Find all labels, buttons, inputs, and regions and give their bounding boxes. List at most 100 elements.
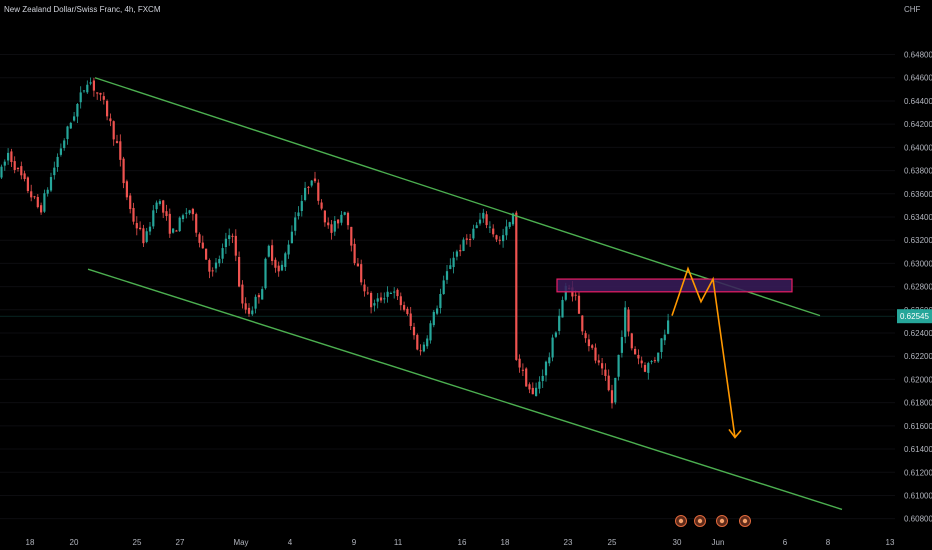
y-tick-label: 0.63800 xyxy=(904,167,932,176)
candle xyxy=(106,99,109,121)
candle xyxy=(333,216,336,236)
candle xyxy=(168,208,171,238)
candle xyxy=(386,286,389,303)
candle xyxy=(535,382,538,397)
candle xyxy=(366,286,369,296)
candle xyxy=(109,113,112,127)
candle xyxy=(337,219,340,229)
candle xyxy=(643,362,647,373)
candle xyxy=(399,292,402,311)
candle xyxy=(637,349,640,365)
x-tick-label: 23 xyxy=(564,538,573,547)
candle xyxy=(627,306,630,337)
candle xyxy=(132,202,135,225)
candle xyxy=(198,232,201,248)
candle xyxy=(610,384,614,409)
chart-title: New Zealand Dollar/Swiss Franc, 4h, FXCM xyxy=(4,5,161,14)
candle xyxy=(40,202,43,215)
candle xyxy=(79,86,82,109)
candle xyxy=(66,125,69,145)
candle xyxy=(472,224,475,240)
candle xyxy=(86,80,89,94)
candle xyxy=(82,90,86,93)
candle xyxy=(155,200,158,213)
candle xyxy=(280,260,284,272)
candle xyxy=(251,306,254,316)
candle xyxy=(604,363,607,381)
candle xyxy=(531,382,534,395)
candle xyxy=(46,187,49,197)
candle xyxy=(102,92,105,105)
candle xyxy=(406,306,409,316)
candle xyxy=(607,369,610,392)
candle xyxy=(624,301,627,344)
candle xyxy=(620,330,623,358)
candle xyxy=(554,331,557,339)
event-flag-icon[interactable] xyxy=(694,515,706,527)
projection-path[interactable] xyxy=(671,266,736,438)
candle xyxy=(469,234,472,247)
candle xyxy=(208,258,211,279)
candle xyxy=(498,236,501,245)
candle xyxy=(353,238,356,266)
candle xyxy=(429,320,432,344)
candle xyxy=(478,212,482,226)
candle xyxy=(26,176,29,194)
candle xyxy=(264,257,267,290)
x-tick-label: 6 xyxy=(783,538,788,547)
candle xyxy=(396,288,399,301)
candle xyxy=(201,235,204,249)
candle xyxy=(320,199,323,211)
resistance-zone[interactable] xyxy=(556,278,793,293)
event-flag-icon[interactable] xyxy=(716,515,728,527)
candle xyxy=(53,161,56,180)
candle xyxy=(3,159,6,171)
event-flag-icon[interactable] xyxy=(675,515,687,527)
candle xyxy=(528,382,531,394)
candle xyxy=(129,193,132,214)
candle xyxy=(271,239,274,266)
candle xyxy=(360,259,363,286)
candle xyxy=(370,291,373,314)
candle xyxy=(667,313,670,335)
channel-upper-line[interactable] xyxy=(94,77,821,317)
candle xyxy=(601,358,604,375)
x-tick-label: 16 xyxy=(458,538,467,547)
candle xyxy=(300,195,303,217)
candle xyxy=(558,308,561,335)
candle xyxy=(323,210,326,227)
candle xyxy=(214,257,218,273)
candle xyxy=(330,220,333,240)
candle xyxy=(59,143,62,157)
candle xyxy=(181,213,185,223)
y-tick-label: 0.61800 xyxy=(904,399,932,408)
candle xyxy=(73,111,76,122)
y-tick-label: 0.64200 xyxy=(904,120,932,129)
candle xyxy=(313,171,317,184)
candle xyxy=(247,303,251,317)
candle xyxy=(525,367,528,387)
y-tick-label: 0.64600 xyxy=(904,74,932,83)
candle xyxy=(165,204,168,221)
x-tick-label: 27 xyxy=(176,538,185,547)
candle xyxy=(363,279,366,297)
candle xyxy=(587,334,590,352)
candle xyxy=(317,179,320,205)
candle xyxy=(36,194,39,209)
candle xyxy=(92,77,95,97)
candle xyxy=(231,233,234,244)
candle xyxy=(188,209,191,215)
candle xyxy=(112,120,115,146)
candle xyxy=(577,292,581,314)
event-flag-icon[interactable] xyxy=(739,515,751,527)
candle xyxy=(119,134,122,167)
candle xyxy=(115,134,119,144)
x-tick-label: 13 xyxy=(886,538,895,547)
y-tick-label: 0.63600 xyxy=(904,190,932,199)
candle xyxy=(462,237,465,252)
candle xyxy=(99,92,102,101)
candle xyxy=(538,376,541,394)
channel-lower-line[interactable] xyxy=(87,268,843,511)
